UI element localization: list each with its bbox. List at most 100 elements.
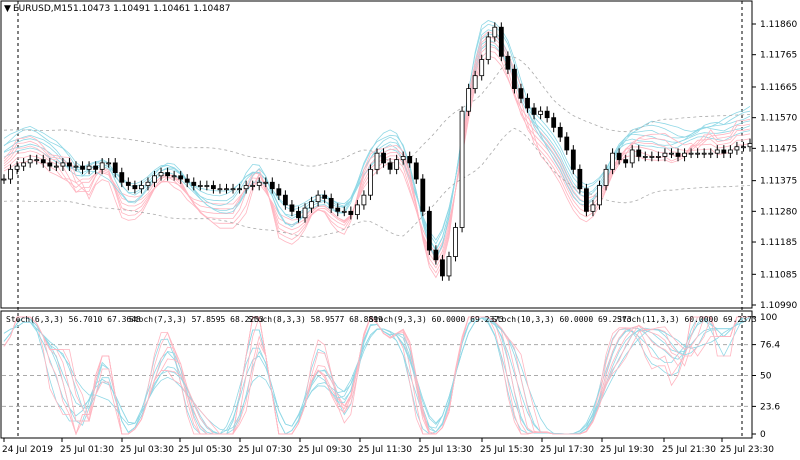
legend-entry-1: Stoch(6,3,3) 56.7010 67.3648	[6, 315, 141, 324]
stoch-lines	[3, 315, 751, 436]
candle-body	[597, 185, 602, 206]
price-tick-label: 1.11280	[760, 207, 797, 217]
candle-body	[125, 181, 131, 186]
candle-body	[734, 146, 740, 151]
candle-body	[741, 146, 746, 149]
candle-body	[649, 156, 655, 158]
candle-body	[237, 188, 242, 191]
candle-body	[341, 210, 347, 213]
candle-body	[80, 165, 85, 170]
price-tick-label: 1.11185	[760, 238, 797, 248]
candle-body	[492, 26, 498, 38]
candle-body	[106, 162, 112, 165]
candle-body	[158, 172, 164, 177]
candle-body	[721, 149, 727, 154]
time-tick-label: 25 Jul 15:30	[480, 445, 534, 455]
envelope-line	[3, 127, 751, 238]
candle-body	[269, 181, 275, 190]
candle-body	[282, 194, 288, 206]
candle-body	[407, 156, 413, 164]
time-tick-label: 25 Jul 03:30	[120, 445, 174, 455]
candle-body	[276, 188, 282, 196]
candle-body	[315, 194, 321, 203]
candle-body	[714, 149, 720, 154]
candle-body	[47, 162, 53, 167]
candle-body	[86, 165, 92, 170]
candle-body	[8, 168, 13, 180]
stoch-signal-line	[3, 316, 750, 435]
candle-body	[289, 204, 295, 212]
candle-body	[426, 210, 432, 251]
candle-body	[256, 181, 262, 186]
candle-body	[570, 149, 576, 170]
candle-body	[616, 152, 622, 161]
candle-body	[544, 110, 550, 119]
time-tick-label: 25 Jul 13:30	[418, 445, 472, 455]
candle-body	[440, 259, 445, 277]
candle-body	[472, 75, 478, 89]
main-window-frame[interactable]	[0, 0, 753, 309]
price-tick-label: 1.11475	[760, 144, 797, 154]
candle-body	[420, 178, 426, 212]
candle-body	[669, 152, 674, 155]
candle-body	[348, 210, 354, 215]
time-tick-label: 25 Jul 21:30	[662, 445, 716, 455]
stoch-tick-label: 100	[760, 313, 777, 323]
candle-body	[459, 110, 465, 228]
dropdown-triangle-icon[interactable]: ▼	[4, 4, 11, 14]
candle-group	[1, 22, 753, 281]
candle-body	[433, 249, 439, 261]
candle-body	[655, 156, 661, 158]
candle-body	[400, 156, 406, 161]
candle-body	[485, 36, 491, 60]
candle-body	[40, 159, 46, 164]
candle-body	[73, 165, 79, 168]
candle-body	[99, 162, 105, 170]
candle-body	[250, 185, 256, 187]
candle-body	[446, 256, 452, 277]
price-tick-label: 1.11085	[760, 270, 797, 280]
price-ribbon-line	[3, 20, 751, 260]
stoch-tick-label: 0	[760, 430, 766, 440]
candle-body	[27, 159, 33, 164]
symbol-label: EURUSD,M15	[13, 4, 73, 14]
legend-entry-3: Stoch(8,3,3) 58.9577 68.8899	[248, 315, 383, 324]
stoch-tick-label: 50	[760, 372, 772, 382]
time-tick-label: 24 Jul 2019	[2, 445, 53, 455]
time-tick-label: 25 Jul 11:30	[358, 445, 412, 455]
candle-body	[230, 188, 236, 191]
legend-entry-4: Stoch(9,3,3) 60.0000 69.2373	[369, 315, 504, 324]
sub-window-frame[interactable]	[0, 310, 753, 439]
time-tick-label: 25 Jul 17:30	[540, 445, 594, 455]
price-tick-label: 1.10990	[760, 301, 797, 311]
candle-body	[217, 188, 223, 191]
time-tick-label: 25 Jul 01:30	[60, 445, 114, 455]
candle-body	[211, 185, 216, 190]
candle-body	[531, 107, 537, 115]
candle-body	[361, 194, 367, 206]
time-tick-label: 25 Jul 05:30	[178, 445, 232, 455]
legend-entry-2: Stoch(7,3,3) 57.8595 68.2233	[129, 315, 264, 324]
candle-body	[112, 162, 118, 173]
candle-body	[413, 162, 419, 180]
candle-body	[453, 227, 458, 257]
candle-body	[642, 156, 648, 158]
price-tick-label: 1.11860	[760, 20, 797, 30]
candle-body	[518, 88, 524, 99]
candle-body	[322, 194, 328, 199]
candle-body	[1, 178, 7, 181]
candle-body	[701, 152, 707, 155]
candle-body	[224, 188, 229, 191]
stoch-axis: 100 76.4 50 23.6 0	[752, 313, 780, 440]
candle-body	[178, 175, 184, 180]
candle-body	[53, 165, 59, 168]
candle-body	[152, 175, 157, 183]
time-tick-label: 25 Jul 19:30	[600, 445, 654, 455]
time-tick-label: 25 Jul 09:30	[298, 445, 352, 455]
candle-body	[302, 207, 308, 219]
candle-body	[309, 201, 314, 209]
candle-body	[374, 152, 380, 170]
price-tick-label: 1.11570	[760, 114, 797, 124]
